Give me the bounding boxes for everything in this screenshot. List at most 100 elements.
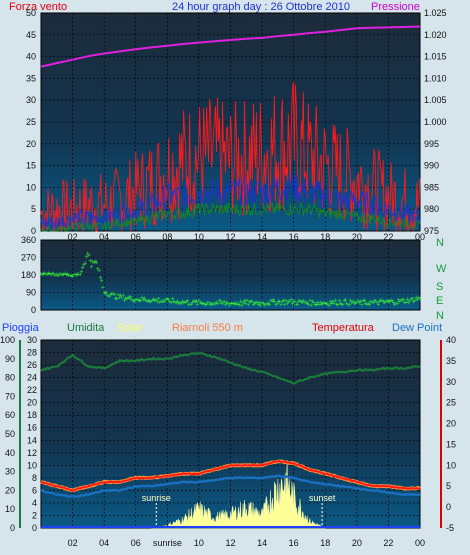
temperature-time-ticks: 02 04 06 sunrise 10 12 14 16 18 20 22 00: [68, 538, 425, 548]
direction-point: +: [151, 297, 155, 304]
humidity-label: Umidita: [67, 322, 105, 334]
direction-point: +: [217, 298, 221, 305]
humidity-tick-label: 18: [27, 410, 37, 420]
direction-point: +: [292, 299, 296, 306]
direction-point: +: [92, 259, 96, 266]
direction-point: +: [105, 290, 109, 297]
direction-point: +: [395, 300, 399, 307]
time-tick-label: 08: [162, 232, 172, 242]
direction-point: +: [273, 299, 277, 306]
direction-point: +: [47, 271, 51, 278]
time-tick-label: 14: [257, 232, 267, 242]
direction-point: +: [95, 260, 99, 267]
direction-point: +: [338, 301, 342, 308]
humidity-tick-label: 30: [27, 335, 37, 345]
direction-point: +: [409, 296, 413, 303]
direction-point: +: [308, 297, 312, 304]
direction-point: +: [187, 301, 191, 308]
direction-point: +: [145, 298, 149, 305]
direction-point: +: [357, 300, 361, 307]
direction-point: +: [111, 291, 115, 298]
direction-point: +: [330, 301, 334, 308]
wind-tick-label: 40: [26, 52, 36, 62]
direction-point: +: [378, 298, 382, 305]
direction-point: +: [254, 300, 258, 307]
direction-point: +: [63, 270, 67, 277]
direction-point: +: [356, 298, 360, 305]
pressure-tick-label: 995: [424, 139, 439, 149]
time-tick-label: 02: [68, 232, 78, 242]
direction-point: +: [384, 299, 388, 306]
direction-point: +: [342, 298, 346, 305]
wind-tick-label: 50: [26, 8, 36, 18]
direction-point: +: [271, 297, 275, 304]
direction-point: +: [231, 301, 235, 308]
direction-point: +: [160, 298, 164, 305]
direction-point: +: [360, 302, 364, 309]
temperature-tick-label: 30: [446, 377, 456, 387]
compass-label: E: [436, 295, 443, 307]
direction-point: +: [212, 301, 216, 308]
direction-point: +: [156, 296, 160, 303]
pressure-tick-label: 1.025: [424, 8, 447, 18]
direction-point: +: [393, 301, 397, 308]
direction-point: +: [154, 297, 158, 304]
direction-point: +: [226, 301, 230, 308]
direction-point: +: [44, 272, 48, 279]
direction-point: +: [299, 299, 303, 306]
time-tick-label: 10: [194, 538, 204, 548]
direction-point: +: [413, 298, 417, 305]
direction-point: +: [362, 298, 366, 305]
direction-point: +: [89, 264, 93, 271]
wind-tick-label: 20: [26, 139, 36, 149]
direction-point: +: [324, 300, 328, 307]
direction-point: +: [74, 272, 78, 279]
direction-point: +: [390, 298, 394, 305]
direction-point: +: [58, 271, 62, 278]
wind-minimum-line: [40, 201, 421, 233]
direction-point: +: [316, 300, 320, 307]
direction-point: +: [64, 272, 68, 279]
direction-point: +: [282, 298, 286, 305]
rain-tick-label: 100: [0, 335, 15, 345]
direction-point: +: [188, 301, 192, 308]
direction-point: +: [270, 299, 274, 306]
direction-point: +: [410, 296, 414, 303]
direction-point: +: [244, 300, 248, 307]
direction-point: +: [159, 299, 163, 306]
direction-point: +: [405, 296, 409, 303]
temperature-series: [40, 351, 421, 528]
rain-tick-label: 60: [5, 410, 15, 420]
wind-axis-ticks: 0 5 10 15 20 25 30 35 40 45 50: [26, 8, 36, 236]
rain-tick-label: 50: [5, 429, 15, 439]
direction-point: +: [385, 298, 389, 305]
direction-point: +: [407, 300, 411, 307]
direction-point: +: [268, 302, 272, 309]
direction-point: +: [197, 298, 201, 305]
direction-point: +: [354, 300, 358, 307]
rain-tick-label: 70: [5, 391, 15, 401]
time-tick-label: 04: [99, 538, 109, 548]
direction-point: +: [365, 302, 369, 309]
pressure-tick-label: 1.020: [424, 30, 447, 40]
direction-point: +: [239, 298, 243, 305]
wind-tick-label: 5: [31, 204, 36, 214]
direction-point: +: [249, 299, 253, 306]
direction-tick-label: 0: [31, 305, 36, 315]
direction-point: +: [108, 292, 112, 299]
direction-point: +: [288, 299, 292, 306]
station-label: Riarnoli 550 m: [172, 322, 243, 334]
direction-point: +: [289, 297, 293, 304]
direction-point: +: [119, 292, 123, 299]
direction-point: +: [297, 298, 301, 305]
pressure-tick-label: 1.005: [424, 95, 447, 105]
time-tick-label: 22: [383, 232, 393, 242]
direction-point: +: [417, 295, 421, 302]
direction-point: +: [348, 298, 352, 305]
chart-title: 24 hour graph day : 26 Ottobre 2010: [172, 1, 350, 13]
rain-tick-label: 10: [5, 504, 15, 514]
rain-label: Pioggia: [2, 322, 40, 334]
direction-point: +: [283, 301, 287, 308]
rain-tick-label: 80: [5, 373, 15, 383]
